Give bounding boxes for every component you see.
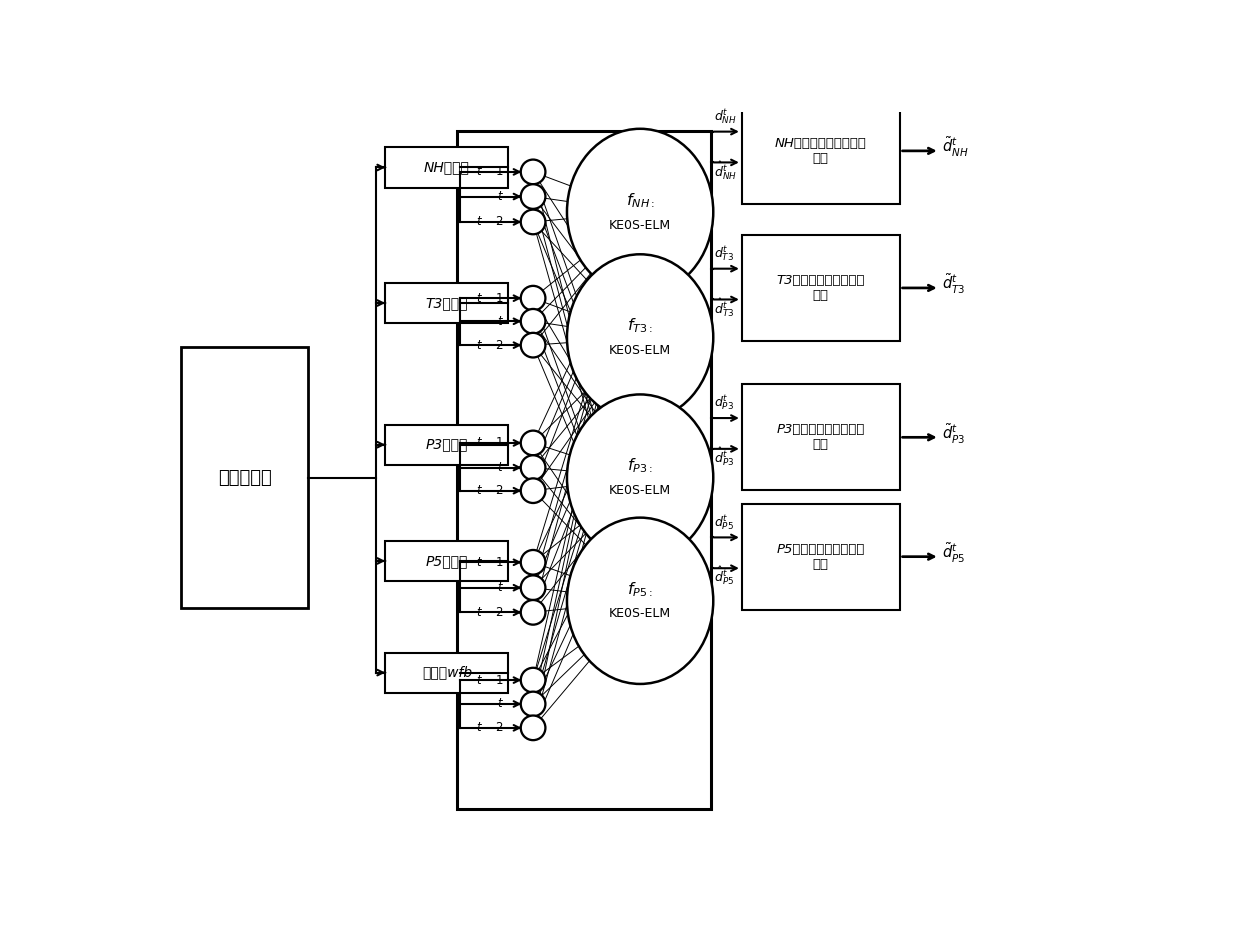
Bar [386,541,508,581]
Circle shape [521,716,546,740]
Circle shape [521,550,546,575]
Text: $\hat{d}^t_{T3}$: $\hat{d}^t_{T3}$ [714,296,734,319]
Bar [742,384,899,490]
Text: $t-1$: $t-1$ [476,555,503,569]
Text: KE0S-ELM: KE0S-ELM [609,344,671,357]
Circle shape [521,575,546,600]
Text: 航空发动机: 航空发动机 [218,469,272,487]
Text: $f_{P5:}$: $f_{P5:}$ [627,580,653,598]
Text: P5故障诊断和信号重构
模块: P5故障诊断和信号重构 模块 [776,542,864,570]
Text: $t$: $t$ [497,697,503,710]
Circle shape [521,309,546,334]
Text: $\tilde{d}^t_{T3}$: $\tilde{d}^t_{T3}$ [942,272,965,296]
Circle shape [521,431,546,455]
Text: $t-1$: $t-1$ [476,292,503,305]
Text: KE0S-ELM: KE0S-ELM [609,608,671,621]
Text: $\tilde{d}^t_{P5}$: $\tilde{d}^t_{P5}$ [942,541,965,565]
Text: $t-2$: $t-2$ [476,485,503,497]
Bar [742,503,899,610]
Circle shape [521,455,546,480]
Bar [386,425,508,465]
Ellipse shape [567,129,713,295]
Text: $f_{P3:}$: $f_{P3:}$ [627,457,653,475]
Text: $t-2$: $t-2$ [476,215,503,228]
Text: $\tilde{d}^t_{NH}$: $\tilde{d}^t_{NH}$ [942,135,968,159]
Text: P5传感器: P5传感器 [425,554,467,568]
Text: P3传感器: P3传感器 [425,438,467,452]
Text: $\hat{d}^t_{NH}$: $\hat{d}^t_{NH}$ [714,159,737,182]
Text: KE0S-ELM: KE0S-ELM [609,485,671,497]
Text: NH传感器: NH传感器 [424,160,470,174]
Ellipse shape [567,394,713,561]
Text: $t$: $t$ [497,461,503,474]
Bar [742,98,899,204]
Circle shape [521,600,546,624]
Text: $t-2$: $t-2$ [476,338,503,351]
Text: T3故障诊断和信号重构
模块: T3故障诊断和信号重构 模块 [776,274,866,302]
Text: $\hat{d}^t_{P3}$: $\hat{d}^t_{P3}$ [714,445,734,468]
Text: $t$: $t$ [497,582,503,595]
Ellipse shape [567,254,713,420]
Text: 供油量wfb: 供油量wfb [422,665,472,679]
Ellipse shape [567,517,713,684]
Text: $t-2$: $t-2$ [476,721,503,734]
Text: $d^t_{T3}$: $d^t_{T3}$ [714,245,734,264]
Text: T3传感器: T3传感器 [425,296,467,310]
Bar [181,347,309,609]
Bar [386,147,508,187]
Circle shape [521,159,546,185]
Circle shape [521,286,546,310]
Text: $t$: $t$ [497,190,503,203]
Text: $t-1$: $t-1$ [476,165,503,178]
Bar [386,652,508,692]
Text: $\hat{d}^t_{P5}$: $\hat{d}^t_{P5}$ [714,565,734,587]
Circle shape [521,692,546,717]
Text: $\tilde{d}^t_{P3}$: $\tilde{d}^t_{P3}$ [942,421,965,445]
Text: $t-1$: $t-1$ [476,674,503,687]
Text: $d^t_{NH}$: $d^t_{NH}$ [714,108,737,127]
Text: $d^t_{P5}$: $d^t_{P5}$ [714,514,734,533]
Circle shape [521,210,546,234]
Text: $t-1$: $t-1$ [476,436,503,449]
Text: $d^t_{P3}$: $d^t_{P3}$ [714,394,734,414]
Bar [386,283,508,323]
Text: P3故障诊断和信号重构
模块: P3故障诊断和信号重构 模块 [776,423,864,451]
Circle shape [521,333,546,358]
Bar [456,131,711,809]
Circle shape [521,668,546,692]
Text: $t$: $t$ [497,315,503,328]
Text: $f_{NH:}$: $f_{NH:}$ [626,191,655,210]
Text: $f_{T3:}$: $f_{T3:}$ [627,317,653,336]
Text: NH故障诊断和信号重构
模块: NH故障诊断和信号重构 模块 [775,137,867,165]
Circle shape [521,185,546,209]
Text: KE0S-ELM: KE0S-ELM [609,218,671,231]
Circle shape [521,478,546,503]
Text: $t-2$: $t-2$ [476,606,503,619]
Bar [742,235,899,341]
